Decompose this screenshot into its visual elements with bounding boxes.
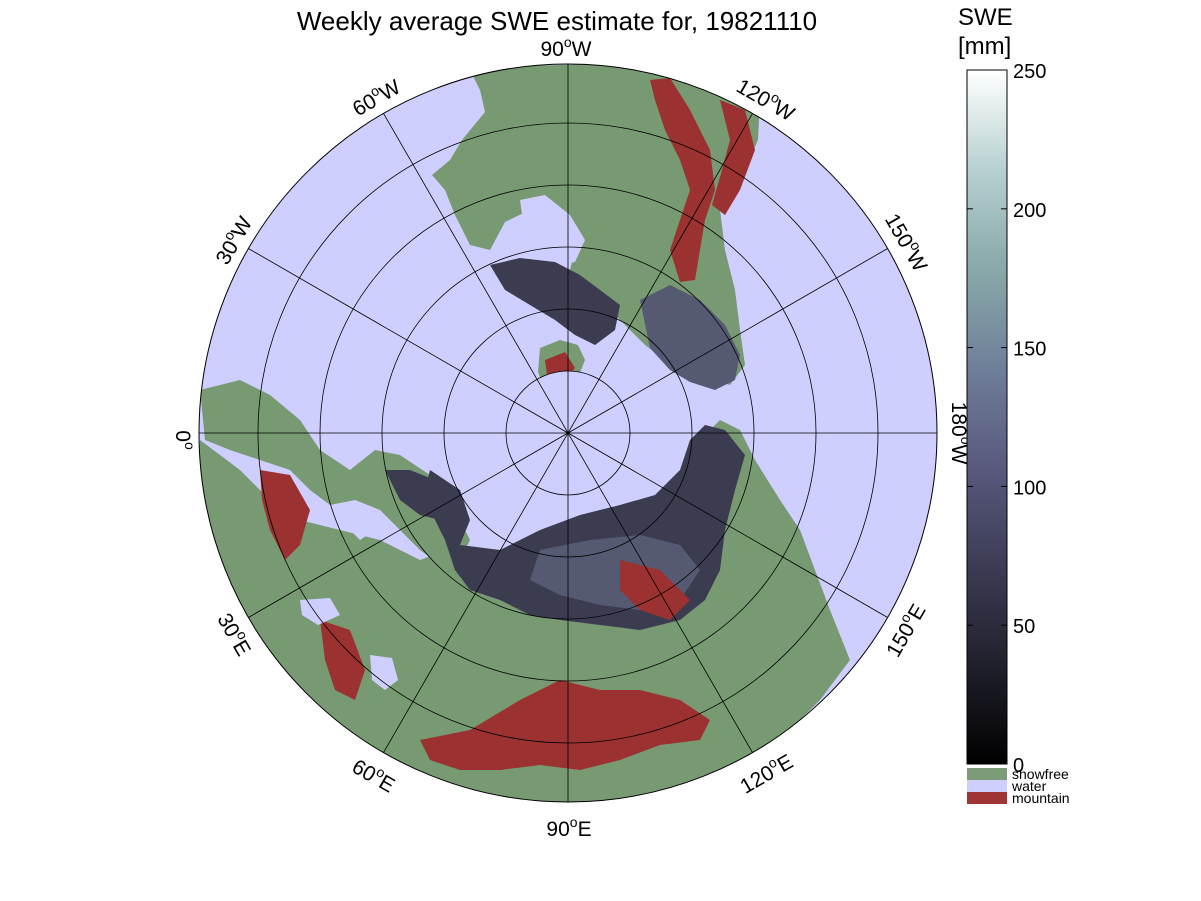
legend-label-water: water [1011, 778, 1047, 794]
central-asia-mountains [420, 680, 710, 770]
legend-swatch-mountain [967, 792, 1007, 804]
baltic-sea [340, 505, 375, 540]
graticule [199, 64, 937, 802]
legend-label-mountain: mountain [1012, 790, 1070, 806]
legend-swatch-water [967, 780, 1007, 792]
lon-label-60e: 60oE [348, 752, 401, 798]
coastal-range [712, 100, 755, 215]
caucasus-mountains [320, 620, 365, 700]
lon-label-180w: 180oW [947, 402, 974, 465]
land-masses [199, 64, 850, 802]
hudson-bay [520, 195, 585, 265]
legend-label-snowfree: snowfree [1012, 766, 1069, 782]
european-mountains [260, 470, 310, 560]
lon-label-90w: 90oW [541, 34, 592, 61]
lon-label-90e: 90oE [546, 814, 591, 841]
caspian-sea [370, 655, 398, 690]
lon-label-0: 0o [171, 430, 198, 450]
colorbar-tick-label: 150 [1013, 339, 1046, 361]
colorbar-tick-label: 250 [1013, 61, 1046, 83]
colorbar: SWE [mm] 0 50 100 150 200 250 [958, 4, 1046, 777]
colorbar-title-unit: [mm] [958, 33, 1011, 60]
scandinavia-snow [385, 470, 448, 520]
colorbar-title-swe: SWE [958, 4, 1013, 31]
colorbar-tick-label: 50 [1013, 616, 1035, 638]
colorbar-ticks: 0 50 100 150 200 250 [967, 61, 1046, 777]
legend-swatch-snowfree [967, 768, 1007, 780]
siberian-mountains [620, 560, 690, 620]
colorbar-gradient [966, 69, 1008, 765]
arctic-islands [490, 258, 620, 345]
rocky-mountains [650, 78, 715, 282]
polar-map [198, 63, 938, 803]
alaska-snow [640, 285, 740, 390]
map-boundary [198, 63, 938, 803]
colorbar-tick-label: 200 [1013, 200, 1046, 222]
colorbar-tick-label: 100 [1013, 477, 1046, 499]
map-title: Weekly average SWE estimate for, 1982111… [297, 6, 817, 36]
colorbar-tick-label: 0 [1013, 755, 1024, 777]
